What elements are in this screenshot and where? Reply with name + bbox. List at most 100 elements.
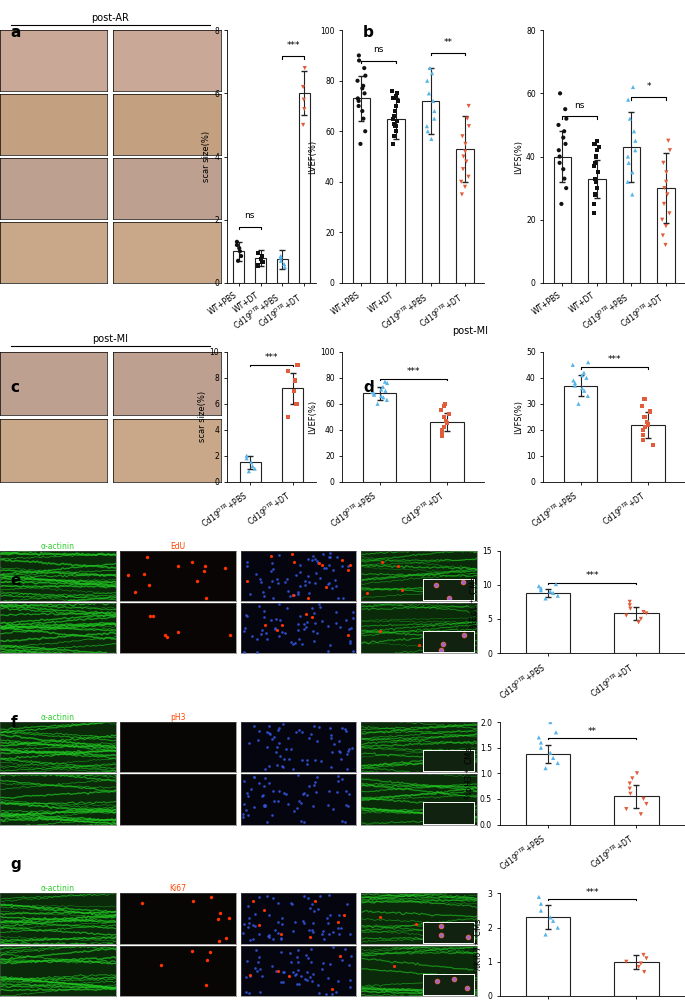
Point (628, 411, 639, 428)
Point (432, 327, 443, 343)
Point (627, 186, 638, 202)
Point (637, 427, 648, 443)
Point (423, 123, 434, 139)
Point (624, 776, 635, 792)
Point (581, 690, 592, 706)
Point (279, 256, 290, 272)
Point (641, 951, 652, 967)
Point (253, 258, 264, 274)
Point (589, 282, 600, 298)
Text: a: a (10, 25, 21, 40)
Point (639, 408, 650, 425)
Point (675, 748, 685, 765)
Y-axis label: LVFS(%): LVFS(%) (514, 399, 523, 434)
Bar (614, 797, 658, 825)
Point (427, 93, 438, 109)
Point (375, 388, 386, 404)
Point (486, 780, 497, 796)
Point (590, 186, 601, 202)
Point (387, 82, 398, 99)
Point (360, 67, 371, 83)
Point (559, 123, 570, 139)
Point (632, 543, 643, 559)
Point (551, 576, 562, 593)
Point (486, 414, 497, 431)
Point (638, 947, 649, 963)
Point (355, 136, 366, 152)
Point (356, 507, 366, 523)
Point (534, 889, 545, 905)
Point (390, 88, 401, 104)
Point (553, 835, 564, 851)
Point (458, 193, 469, 209)
Text: **: ** (443, 37, 452, 46)
Y-axis label: %EdU$^+$ CMs: %EdU$^+$ CMs (468, 574, 479, 629)
Point (641, 468, 652, 484)
Point (627, 79, 638, 96)
Point (457, 129, 468, 145)
Point (637, 422, 648, 438)
Point (540, 927, 551, 943)
Point (583, 424, 594, 440)
Point (442, 415, 453, 432)
Bar (658, 188, 675, 283)
Point (643, 416, 653, 433)
Point (461, 154, 472, 170)
Point (477, 394, 488, 410)
Title: EdU: EdU (171, 541, 186, 550)
Bar (430, 422, 464, 482)
Bar (277, 260, 288, 283)
Text: g: g (10, 857, 21, 872)
Point (334, 394, 345, 410)
Title: pH3: pH3 (171, 713, 186, 722)
Title: DAPI/Ki67: DAPI/Ki67 (279, 884, 317, 893)
Point (667, 365, 678, 381)
Point (510, 608, 521, 624)
Point (460, 144, 471, 160)
Point (359, 86, 370, 102)
Point (536, 734, 547, 750)
Point (443, 406, 454, 423)
Point (596, 418, 607, 435)
Point (427, 708, 438, 724)
Y-axis label: LVEF(%): LVEF(%) (308, 140, 318, 174)
Point (391, 113, 402, 129)
Bar (363, 393, 397, 482)
Point (638, 604, 649, 620)
Point (316, 809, 327, 825)
Point (518, 710, 529, 726)
Point (561, 180, 572, 196)
Bar (299, 94, 310, 283)
Point (571, 322, 582, 338)
Point (641, 489, 652, 505)
Point (633, 959, 644, 975)
Point (279, 260, 290, 276)
Point (234, 243, 245, 260)
Point (590, 155, 601, 171)
Point (369, 386, 379, 402)
Point (590, 171, 601, 187)
Point (514, 619, 525, 635)
Point (553, 142, 564, 158)
Point (545, 909, 556, 926)
Point (658, 155, 669, 171)
Point (358, 77, 369, 94)
Point (578, 364, 589, 380)
Point (510, 522, 521, 538)
Point (362, 565, 373, 581)
Point (614, 740, 625, 757)
Title: α-actinin: α-actinin (41, 884, 75, 893)
Bar (614, 962, 658, 996)
Bar (631, 425, 664, 482)
Point (545, 714, 556, 730)
Text: b: b (363, 25, 374, 40)
Point (245, 334, 256, 350)
Point (561, 111, 572, 127)
Point (662, 186, 673, 202)
Point (463, 98, 474, 114)
Point (436, 422, 447, 438)
Point (571, 292, 582, 308)
Point (438, 495, 449, 511)
Point (317, 696, 328, 712)
Point (440, 412, 451, 429)
